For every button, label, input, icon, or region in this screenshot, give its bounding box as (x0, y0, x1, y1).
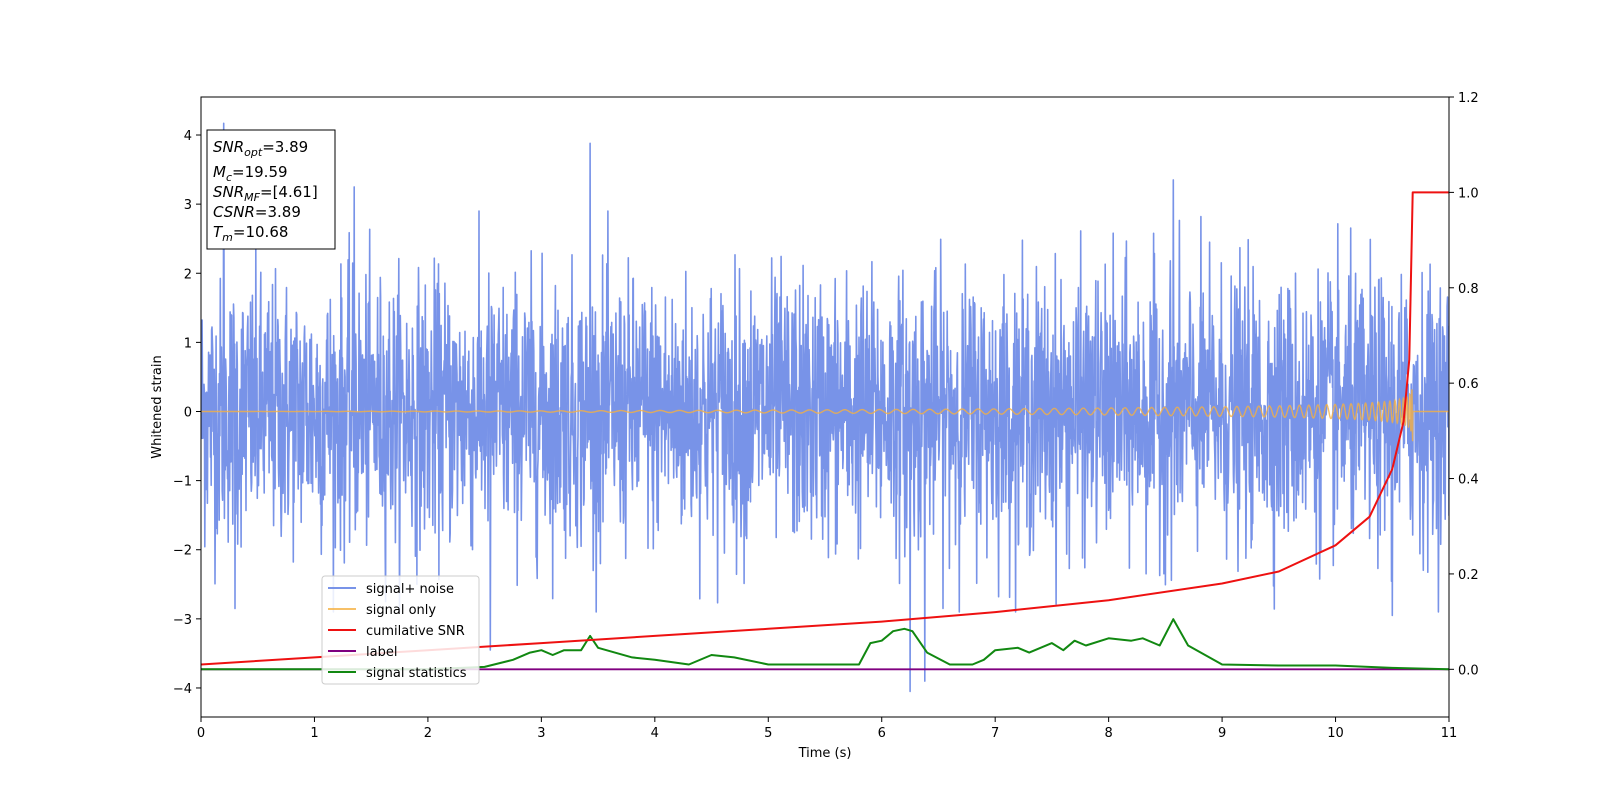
y-left-tick-label: 1 (184, 336, 192, 351)
x-tick-label: 2 (424, 726, 432, 741)
x-tick-label: 7 (991, 726, 999, 741)
cumulative-snr-line (201, 191, 1449, 666)
y-right-tick-label: 1.2 (1458, 91, 1479, 106)
info-line: SNRopt=3.89 (213, 138, 308, 159)
y-left-tick-label: 4 (184, 129, 192, 144)
x-tick-label: 10 (1327, 726, 1344, 741)
signal-only-series (201, 389, 1449, 442)
x-tick-label: 4 (651, 726, 659, 741)
info-line: Tm=10.68 (213, 223, 288, 244)
x-tick-label: 8 (1104, 726, 1112, 741)
x-axis: 0 1 2 3 4 5 6 7 8 9 10 11 (197, 717, 1457, 741)
y-axis-left: −4 −3 −2 −1 0 1 2 3 4 (173, 129, 201, 697)
info-box-frame (206, 129, 336, 250)
y-axis-label: Whitened strain (150, 355, 165, 458)
legend-label: signal+ noise (366, 582, 454, 597)
legend-label: signal only (366, 603, 436, 618)
legend-label: signal statistics (366, 666, 467, 681)
info-line: Mc=19.59 (213, 163, 288, 184)
plot-frame (200, 96, 1450, 718)
info-line: CSNR=3.89 (213, 203, 301, 221)
x-tick-label: 5 (764, 726, 772, 741)
legend-label: label (366, 645, 397, 660)
signal-only-line (201, 389, 1449, 442)
y-left-tick-label: 2 (184, 267, 192, 282)
signal-statistics-line (201, 618, 1449, 671)
y-right-tick-label: 1.0 (1458, 186, 1479, 201)
x-tick-label: 0 (197, 726, 205, 741)
y-left-tick-label: −3 (173, 613, 192, 628)
y-axis-right: 0.0 0.2 0.4 0.6 0.8 1.0 1.2 (1449, 91, 1479, 678)
y-right-tick-label: 0.4 (1458, 473, 1479, 488)
x-tick-label: 1 (310, 726, 318, 741)
y-left-tick-label: 0 (184, 405, 192, 420)
x-tick-label: 11 (1441, 726, 1458, 741)
y-right-tick-label: 0.2 (1458, 568, 1479, 583)
x-tick-label: 9 (1218, 726, 1226, 741)
snr-info-box: SNRopt=3.89 Mc=19.59SNRMF=[4.61]CSNR=3.89… (206, 129, 336, 250)
x-tick-label: 3 (537, 726, 545, 741)
y-left-tick-label: −4 (173, 682, 192, 697)
info-line: SNRMF=[4.61] (213, 183, 318, 204)
legend: signal+ noise signal only cumilative SNR la… (321, 575, 480, 685)
legend-frame (321, 575, 480, 685)
y-right-tick-label: 0.0 (1458, 663, 1479, 678)
y-left-tick-label: −2 (173, 544, 192, 559)
x-tick-label: 6 (878, 726, 886, 741)
y-right-tick-label: 0.6 (1458, 377, 1479, 392)
legend-label: cumilative SNR (366, 624, 465, 639)
y-left-tick-label: 3 (184, 198, 192, 213)
x-axis-label: Time (s) (798, 746, 852, 761)
y-left-tick-label: −1 (173, 475, 192, 490)
y-right-tick-label: 0.8 (1458, 282, 1479, 297)
